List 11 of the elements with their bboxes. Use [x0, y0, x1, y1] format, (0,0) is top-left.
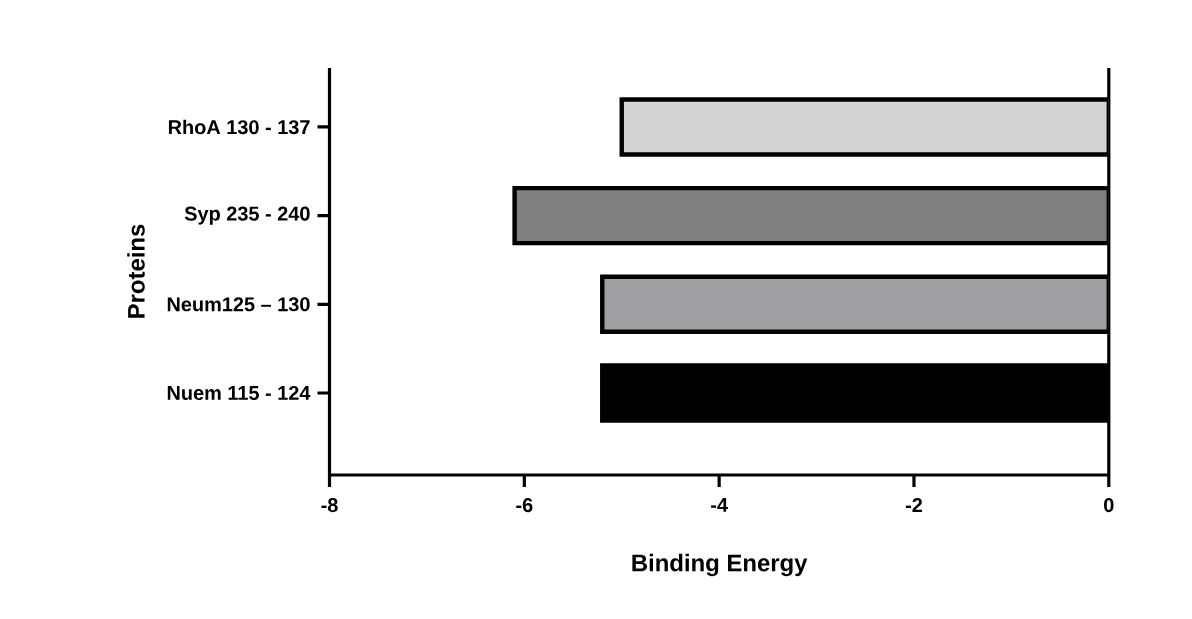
x-tick-label: -8	[321, 498, 338, 513]
x-tick-label: -6	[516, 498, 533, 513]
x-tick-label: -2	[905, 498, 923, 512]
y-tick-label: Syp 235 - 240	[184, 206, 310, 225]
y-axis-title: Proteins	[127, 224, 145, 318]
y-tick-label: Nuem 115 - 124	[167, 385, 311, 401]
y-tick-label: RhoA 130 - 137	[168, 119, 310, 135]
x-tick-label: 0	[1104, 498, 1114, 513]
y-tick-label: Neum125 – 130	[167, 297, 310, 312]
x-axis-title: Binding Energy	[632, 553, 808, 577]
x-tick-label: -4	[711, 498, 728, 512]
